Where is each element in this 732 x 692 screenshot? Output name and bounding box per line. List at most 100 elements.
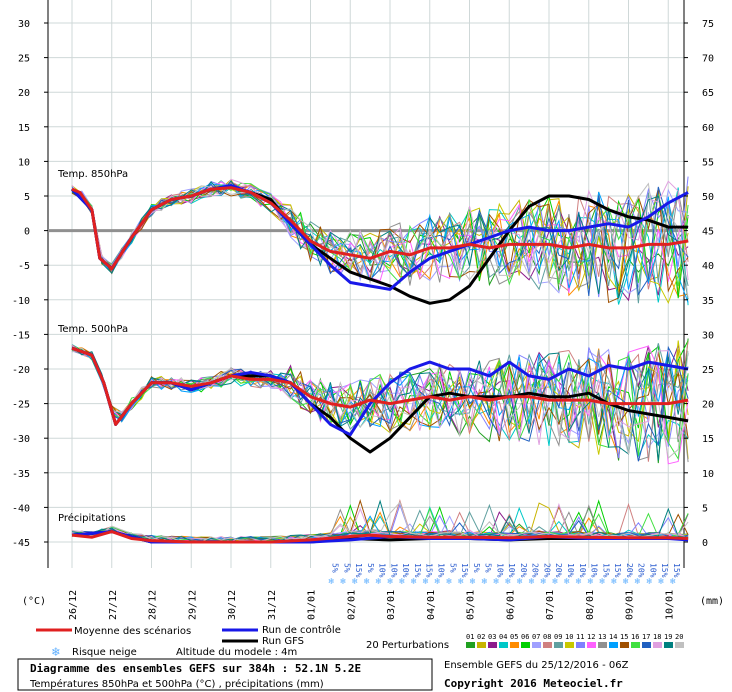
footer-copyright: Copyright 2016 Meteociel.fr xyxy=(444,677,623,690)
perturbation-id-label: 06 xyxy=(521,633,529,641)
snow-risk-percent: 20% xyxy=(625,563,634,578)
right-tick-label: 55 xyxy=(702,157,714,168)
snowflake-icon: ❄ xyxy=(670,577,676,587)
snow-risk-row: 5%❄5%❄15%❄5%❄10%❄10%❄10%❄15%❄15%❄10%❄5%❄… xyxy=(329,563,682,587)
snow-risk-percent: 5% xyxy=(342,563,351,573)
snow-risk-percent: 20% xyxy=(531,563,540,578)
left-tick-label: -25 xyxy=(12,400,30,411)
perturbation-id-label: 20 xyxy=(675,633,683,641)
date-tick-label: 28/12 xyxy=(148,590,159,620)
snowflake-icon: ❄ xyxy=(434,577,440,587)
snow-risk-percent: 10% xyxy=(378,563,387,578)
perturbation-20-precip-line xyxy=(71,501,689,543)
perturbation-swatch xyxy=(631,642,640,648)
perturbation-id-label: 14 xyxy=(609,633,617,641)
perturbation-legend: 01 02 03 04 05 06 07 08 09 10 11 12 13 14 15 16 17 18 19 20 xyxy=(466,633,684,648)
main-series xyxy=(70,184,689,544)
right-tick-label: 20 xyxy=(702,400,714,411)
perturbation-id-label: 13 xyxy=(598,633,606,641)
snowflake-icon: ❄ xyxy=(51,645,60,660)
perturbation-id-label: 07 xyxy=(532,633,540,641)
date-tick-label: 06/01 xyxy=(505,590,516,620)
perturbation-id-label: 11 xyxy=(576,633,584,641)
snowflake-icon: ❄ xyxy=(399,577,405,587)
perturbation-series xyxy=(71,176,689,543)
snowflake-icon: ❄ xyxy=(646,577,652,587)
snowflake-icon: ❄ xyxy=(564,577,570,587)
legend-control-label: Run de contrôle xyxy=(262,624,341,636)
right-tick-label: 25 xyxy=(702,365,714,376)
snowflake-icon: ❄ xyxy=(623,577,629,587)
perturbation-swatch xyxy=(609,642,618,648)
left-axis-unit: (°C) xyxy=(22,596,46,607)
snowflake-icon: ❄ xyxy=(470,577,476,587)
snowflake-icon: ❄ xyxy=(588,577,594,587)
snowflake-icon: ❄ xyxy=(446,577,452,587)
date-tick-label: 08/01 xyxy=(585,590,596,620)
snow-risk-percent: 15% xyxy=(413,563,422,578)
perturbation-swatch xyxy=(664,642,673,648)
perturbation-id-label: 17 xyxy=(642,633,650,641)
perturbation-swatch xyxy=(488,642,497,648)
right-tick-label: 15 xyxy=(702,434,714,445)
perturbation-swatch xyxy=(521,642,530,648)
perturbation-swatch xyxy=(477,642,486,648)
perturbation-id-label: 12 xyxy=(587,633,595,641)
snow-risk-percent: 10% xyxy=(436,563,445,578)
snowflake-icon: ❄ xyxy=(376,577,382,587)
footer-box xyxy=(17,658,433,691)
panel-label-precip: Précipitations xyxy=(58,512,126,524)
footer-subtitle: Températures 850hPa et 500hPa (°C) , pré… xyxy=(29,678,324,690)
legend-mean-label: Moyenne des scénarios xyxy=(74,625,191,637)
snow-risk-percent: 15% xyxy=(354,563,363,578)
snow-risk-percent: 20% xyxy=(637,563,646,578)
date-tick-label: 02/01 xyxy=(346,590,357,620)
right-tick-label: 60 xyxy=(702,123,714,134)
date-tick-label: 30/12 xyxy=(227,590,238,620)
left-tick-label: 30 xyxy=(18,19,30,30)
left-tick-label: 15 xyxy=(18,123,30,134)
snow-risk-percent: 20% xyxy=(519,563,528,578)
snow-risk-percent: 10% xyxy=(578,563,587,578)
date-tick-label: 31/12 xyxy=(267,590,278,620)
right-tick-label: 30 xyxy=(702,330,714,341)
date-tick-label: 07/01 xyxy=(545,590,556,620)
right-tick-label: 45 xyxy=(702,227,714,238)
date-tick-label: 01/01 xyxy=(307,590,318,620)
snowflake-icon: ❄ xyxy=(364,577,370,587)
perturbation-swatch xyxy=(642,642,651,648)
perturbation-swatch xyxy=(554,642,563,648)
snow-risk-percent: 10% xyxy=(389,563,398,578)
snowflake-icon: ❄ xyxy=(611,577,617,587)
perturbation-id-label: 01 xyxy=(466,633,474,641)
perturbation-swatch xyxy=(598,642,607,648)
snowflake-icon: ❄ xyxy=(482,577,488,587)
left-tick-label: 0 xyxy=(24,227,30,238)
perturbation-id-label: 05 xyxy=(510,633,518,641)
perturbation-swatch xyxy=(466,642,475,648)
snowflake-icon: ❄ xyxy=(599,577,605,587)
date-tick-label: 27/12 xyxy=(108,590,119,620)
perturbation-12-t500-line xyxy=(71,345,689,465)
snow-risk-percent: 10% xyxy=(566,563,575,578)
perturbation-swatch xyxy=(653,642,662,648)
series-0-t500-line xyxy=(71,346,689,426)
perturbation-id-label: 16 xyxy=(631,633,639,641)
date-tick-label: 04/01 xyxy=(426,590,437,620)
snowflake-icon: ❄ xyxy=(540,577,546,587)
perturbation-swatch xyxy=(576,642,585,648)
legend-altitude-label: Altitude du modele : 4m xyxy=(176,647,297,658)
snowflake-icon: ❄ xyxy=(635,577,641,587)
legend-perturbations-label: 20 Perturbations xyxy=(366,640,449,651)
perturbation-15-t500-line xyxy=(71,347,689,442)
left-tick-label: -30 xyxy=(12,434,30,445)
perturbation-id-label: 08 xyxy=(543,633,551,641)
x-axis: 26/12 27/12 28/12 29/12 30/12 31/12 01/01 02/01… xyxy=(68,590,675,620)
perturbation-id-label: 04 xyxy=(499,633,507,641)
left-tick-label: -5 xyxy=(18,261,30,272)
right-tick-label: 70 xyxy=(702,54,714,65)
snow-risk-percent: 10% xyxy=(648,563,657,578)
date-tick-label: 09/01 xyxy=(625,590,636,620)
right-tick-label: 50 xyxy=(702,192,714,203)
perturbation-swatch xyxy=(675,642,684,648)
